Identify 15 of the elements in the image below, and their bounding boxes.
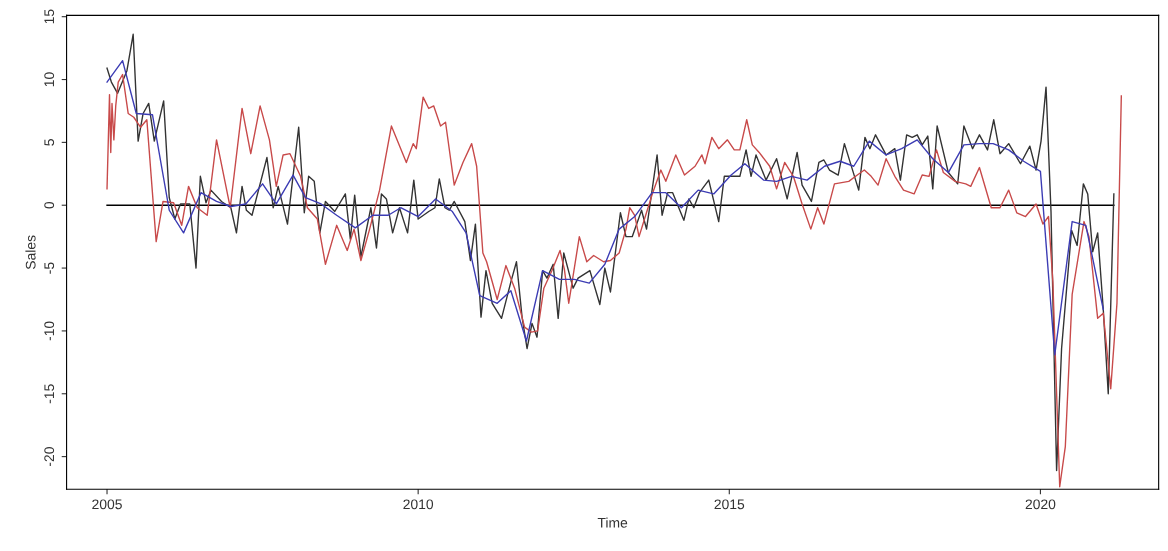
x-axis-title: Time (597, 517, 628, 528)
y-tick-label: 15 (44, 9, 55, 24)
y-tick-label: -10 (44, 321, 55, 341)
y-tick-label: -5 (44, 262, 55, 274)
y-tick-label: -20 (44, 447, 55, 467)
x-tick-label: 2005 (92, 499, 122, 510)
y-tick-label: 0 (44, 201, 55, 209)
y-axis-title: Sales (25, 235, 36, 270)
line-series (106, 59, 1104, 356)
x-tick-label: 2020 (1025, 499, 1056, 510)
y-tick-label: 5 (44, 139, 55, 146)
y-tick-label: 10 (44, 72, 55, 87)
x-tick-label: 2015 (714, 499, 745, 510)
y-tick-label: -15 (44, 384, 55, 404)
x-tick-label: 2010 (403, 499, 434, 510)
